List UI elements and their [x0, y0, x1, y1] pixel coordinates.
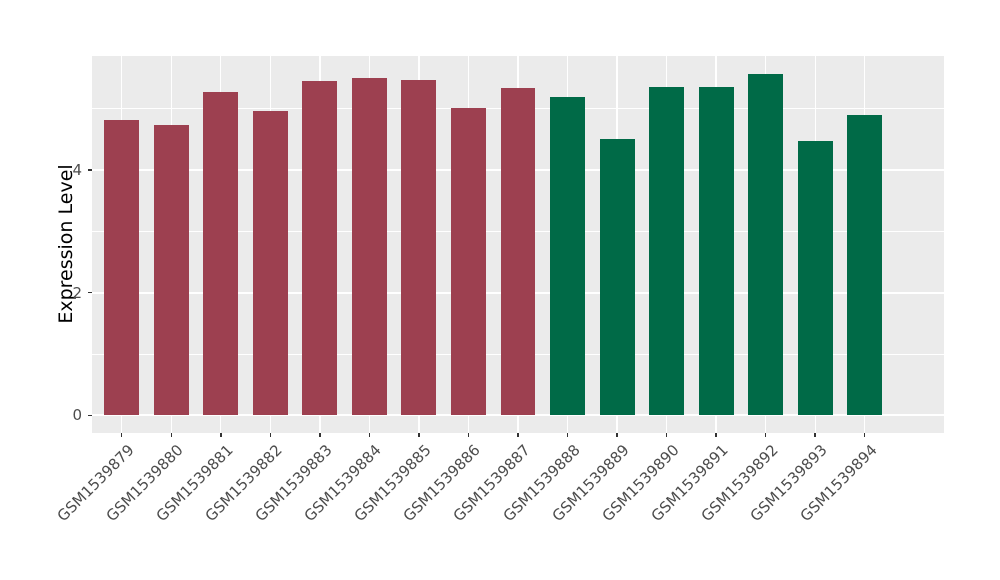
x-tick-mark-GSM1539880	[170, 432, 172, 437]
y-tick-label-4: 4	[72, 161, 82, 180]
bar-GSM1539885	[401, 79, 437, 416]
x-tick-mark-GSM1539885	[418, 432, 420, 437]
plot-panel	[92, 56, 944, 433]
x-tick-mark-GSM1539884	[368, 432, 371, 437]
x-tick-mark-GSM1539890	[665, 432, 668, 437]
x-tick-mark-GSM1539879	[120, 432, 123, 437]
x-tick-mark-GSM1539894	[863, 432, 866, 437]
y-tick-mark-4	[87, 169, 92, 171]
bar-GSM1539882	[252, 110, 288, 416]
x-tick-mark-GSM1539882	[269, 432, 272, 437]
bar-GSM1539887	[500, 88, 536, 416]
x-tick-mark-GSM1539886	[467, 432, 470, 437]
x-tick-mark-GSM1539887	[517, 432, 519, 437]
bar-GSM1539894	[847, 115, 883, 416]
bar-GSM1539888	[550, 97, 585, 416]
bar-GSM1539890	[649, 87, 685, 416]
bar-GSM1539891	[698, 87, 734, 416]
bar-GSM1539881	[203, 91, 239, 416]
x-tick-mark-GSM1539889	[616, 432, 618, 437]
y-tick-mark-2	[87, 291, 92, 294]
x-tick-mark-GSM1539883	[319, 432, 321, 437]
bar-GSM1539889	[599, 139, 635, 416]
bar-GSM1539884	[351, 78, 387, 416]
bar-GSM1539879	[104, 120, 140, 416]
bar-GSM1539892	[748, 73, 784, 416]
x-tick-mark-GSM1539892	[764, 432, 767, 437]
bar-GSM1539893	[797, 141, 833, 416]
y-tick-label-2: 2	[72, 283, 82, 302]
x-tick-mark-GSM1539881	[220, 432, 222, 437]
x-tick-mark-GSM1539893	[814, 432, 816, 437]
x-tick-mark-GSM1539888	[566, 432, 569, 437]
y-tick-label-0: 0	[72, 406, 82, 425]
y-tick-mark-0	[87, 414, 92, 417]
bar-GSM1539886	[451, 108, 486, 416]
bar-GSM1539883	[302, 80, 338, 416]
bar-GSM1539880	[153, 124, 189, 416]
x-tick-mark-GSM1539891	[715, 432, 717, 437]
y-axis-title: Expression Level	[55, 164, 77, 324]
